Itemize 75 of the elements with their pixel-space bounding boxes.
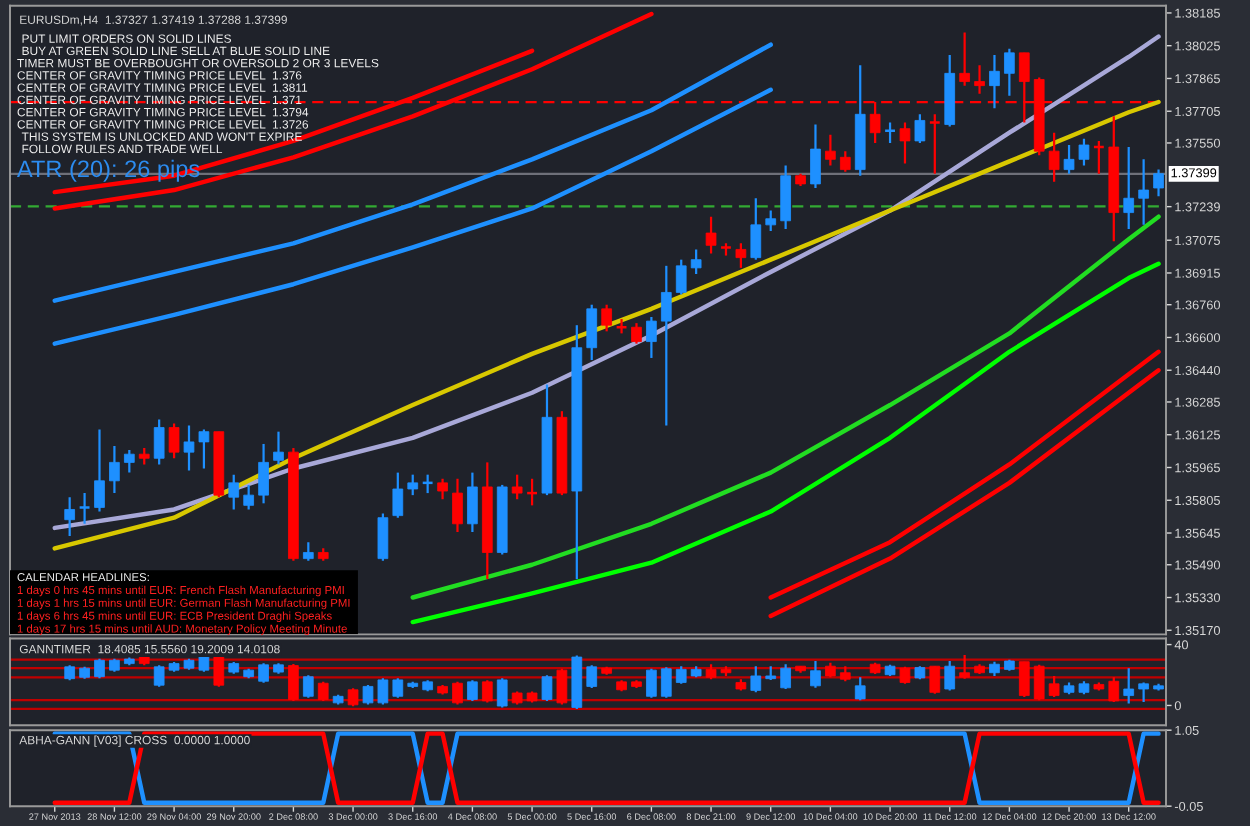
candlestick (1153, 168, 1164, 198)
candlestick (467, 679, 478, 703)
candlestick (1138, 158, 1149, 226)
candlestick (1048, 131, 1060, 183)
candlestick (1108, 676, 1120, 704)
candlestick (64, 496, 76, 538)
candlestick (94, 657, 105, 680)
candlestick (407, 473, 419, 497)
candlestick (392, 677, 404, 699)
candlestick (914, 113, 926, 145)
candlestick (690, 248, 702, 276)
line-series (410, 261, 1161, 625)
candlestick (1138, 681, 1149, 704)
candlestick (735, 242, 747, 269)
candlestick (496, 677, 508, 709)
candlestick (959, 31, 970, 87)
candlestick (153, 418, 165, 466)
candlestick (94, 428, 105, 513)
candlestick (288, 662, 299, 703)
candlestick (765, 209, 777, 233)
candlestick (153, 664, 165, 688)
candlestick (646, 315, 657, 360)
candlestick (377, 512, 389, 562)
candlestick (660, 264, 672, 427)
candlestick (467, 471, 478, 534)
candlestick (168, 422, 180, 460)
candlestick (750, 665, 762, 694)
candlestick (302, 541, 314, 562)
candlestick (109, 444, 120, 495)
candlestick (1123, 667, 1135, 705)
candlestick (392, 471, 404, 519)
candlestick (989, 53, 1000, 110)
candlestick (944, 659, 956, 692)
candlestick (646, 667, 657, 699)
candlestick (705, 215, 717, 255)
candlestick (928, 113, 941, 175)
candlestick (511, 473, 523, 501)
candlestick (302, 674, 314, 699)
candlestick (586, 664, 598, 690)
candlestick (959, 653, 970, 680)
candlestick (631, 322, 642, 345)
candlestick (750, 197, 762, 261)
candlestick (974, 64, 985, 95)
candlestick (243, 483, 254, 511)
candlestick (347, 687, 359, 708)
candlestick (541, 674, 553, 703)
candlestick (123, 448, 135, 474)
candlestick (825, 133, 836, 167)
candlestick (213, 653, 225, 688)
candlestick (780, 663, 791, 691)
candlestick (586, 303, 598, 362)
candlestick (839, 150, 851, 173)
candlestick (1004, 47, 1015, 97)
candlestick (258, 442, 269, 505)
candlestick (1018, 660, 1030, 699)
candlestick (437, 477, 448, 501)
candlestick (780, 164, 791, 231)
line-series (410, 214, 1161, 600)
candlestick (601, 303, 612, 333)
candlestick (883, 121, 897, 145)
candlestick (810, 659, 821, 689)
candlestick (929, 665, 941, 695)
candlestick (452, 477, 463, 534)
candlestick (273, 430, 284, 466)
candlestick (675, 258, 687, 296)
candlestick (1033, 663, 1045, 702)
candlestick (317, 680, 329, 703)
candlestick (810, 123, 821, 190)
candlestick (258, 662, 269, 684)
candlestick (1123, 145, 1135, 231)
candlestick (899, 121, 911, 165)
candlestick (228, 473, 240, 511)
candlestick (78, 491, 91, 525)
candlestick (660, 666, 672, 699)
candlestick (1048, 674, 1060, 699)
